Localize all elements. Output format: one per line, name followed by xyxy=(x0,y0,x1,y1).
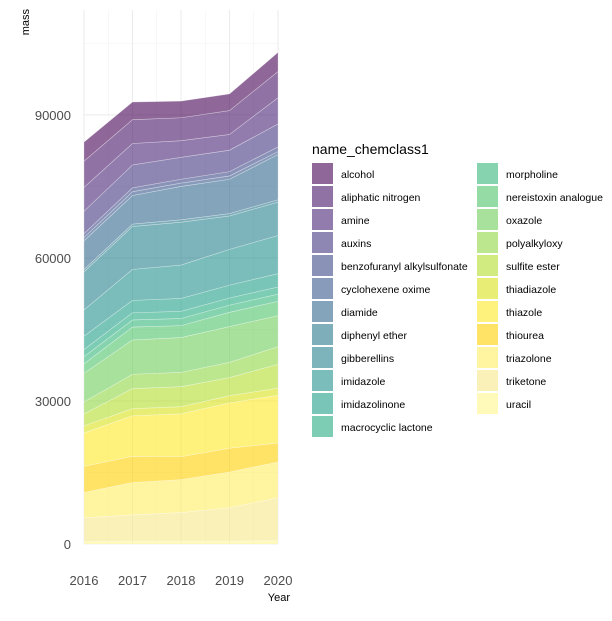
legend-key-amine xyxy=(312,209,333,230)
legend-key-imidazole xyxy=(312,370,333,391)
y-tick-label: 0 xyxy=(64,537,71,552)
legend-label-diphenyl-ether: diphenyl ether xyxy=(341,330,407,342)
legend-label-thiazole: thiazole xyxy=(506,307,542,319)
legend-key-thiourea xyxy=(477,324,498,345)
legend-key-thiadiazole xyxy=(477,278,498,299)
legend-label-oxazole: oxazole xyxy=(506,215,542,227)
y-tick-label: 30000 xyxy=(35,394,71,409)
legend-key-alcohol xyxy=(312,163,333,184)
legend-key-cyclohexene-oxime xyxy=(312,278,333,299)
legend-key-triazolone xyxy=(477,347,498,368)
legend-label-thiadiazole: thiadiazole xyxy=(506,284,556,296)
legend-label-imidazolinone: imidazolinone xyxy=(341,399,405,411)
legend-label-nereistoxin-analogue: nereistoxin analogue xyxy=(506,192,603,204)
legend-key-morpholine xyxy=(477,163,498,184)
legend-label-benzofuranyl-alkylsulfonate: benzofuranyl alkylsulfonate xyxy=(341,261,468,273)
area-triazolone xyxy=(83,461,279,519)
area-thiourea xyxy=(83,442,279,493)
area-oxazole xyxy=(83,315,279,403)
area-alcohol xyxy=(83,51,279,162)
legend-key-diphenyl-ether xyxy=(312,324,333,345)
x-tick-label: 2018 xyxy=(167,573,196,588)
legend-key-diamide xyxy=(312,301,333,322)
legend-key-auxins xyxy=(312,232,333,253)
legend-label-gibberellins: gibberellins xyxy=(341,353,394,365)
legend-label-sulfite-ester: sulfite ester xyxy=(506,261,560,273)
area-macrocyclic-lactone xyxy=(83,286,279,358)
legend-label-auxins: auxins xyxy=(341,238,371,250)
area-gibberellins xyxy=(83,201,279,311)
legend-label-aliphatic-nitrogen: aliphatic nitrogen xyxy=(341,192,421,204)
y-tick-label: 90000 xyxy=(35,108,71,123)
axis-layer: mass Year 0 30000 60000 90000 2016 2017 2018 20… xyxy=(20,9,292,604)
legend-key-macrocyclic-lactone xyxy=(312,416,333,437)
legend-label-diamide: diamide xyxy=(341,307,378,319)
legend-label-macrocyclic-lactone: macrocyclic lactone xyxy=(341,422,433,434)
legend-key-uracil xyxy=(477,393,498,414)
x-tick-label: 2017 xyxy=(118,573,147,588)
area-imidazole xyxy=(83,235,279,337)
legend-label-polyalkyloxy: polyalkyloxy xyxy=(506,238,563,250)
legend-key-triketone xyxy=(477,370,498,391)
y-tick-label: 60000 xyxy=(35,251,71,266)
area-layer xyxy=(83,51,279,545)
legend-key-imidazolinone xyxy=(312,393,333,414)
legend-key-oxazole xyxy=(477,209,498,230)
legend-key-polyalkyloxy xyxy=(477,232,498,253)
legend-label-uracil: uracil xyxy=(506,399,531,411)
legend-key-benzofuranyl-alkylsulfonate xyxy=(312,255,333,276)
x-tick-label: 2020 xyxy=(264,573,293,588)
legend-label-morpholine: morpholine xyxy=(506,169,558,181)
legend-key-thiazole xyxy=(477,301,498,322)
legend-label-thiourea: thiourea xyxy=(506,330,544,342)
legend-label-alcohol: alcohol xyxy=(341,169,374,181)
legend-key-aliphatic-nitrogen xyxy=(312,186,333,207)
legend: name_chemclass1 alcohol aliphatic nitroge… xyxy=(312,141,603,437)
area-amine xyxy=(83,97,279,212)
legend-key-sulfite-ester xyxy=(477,255,498,276)
legend-label-imidazole: imidazole xyxy=(341,376,386,388)
legend-label-amine: amine xyxy=(341,215,370,227)
legend-label-triketone: triketone xyxy=(506,376,546,388)
x-axis-title: Year xyxy=(268,592,291,604)
legend-title: name_chemclass1 xyxy=(312,141,429,157)
y-axis-title: mass xyxy=(20,9,32,36)
area-diphenyl-ether xyxy=(83,199,279,273)
x-tick-label: 2016 xyxy=(70,573,99,588)
legend-label-cyclohexene-oxime: cyclohexene oxime xyxy=(341,284,430,296)
legend-key-gibberellins xyxy=(312,347,333,368)
legend-key-nereistoxin-analogue xyxy=(477,186,498,207)
legend-label-triazolone: triazolone xyxy=(506,353,552,365)
area-polyalkyloxy xyxy=(83,346,279,415)
x-tick-label: 2019 xyxy=(215,573,244,588)
